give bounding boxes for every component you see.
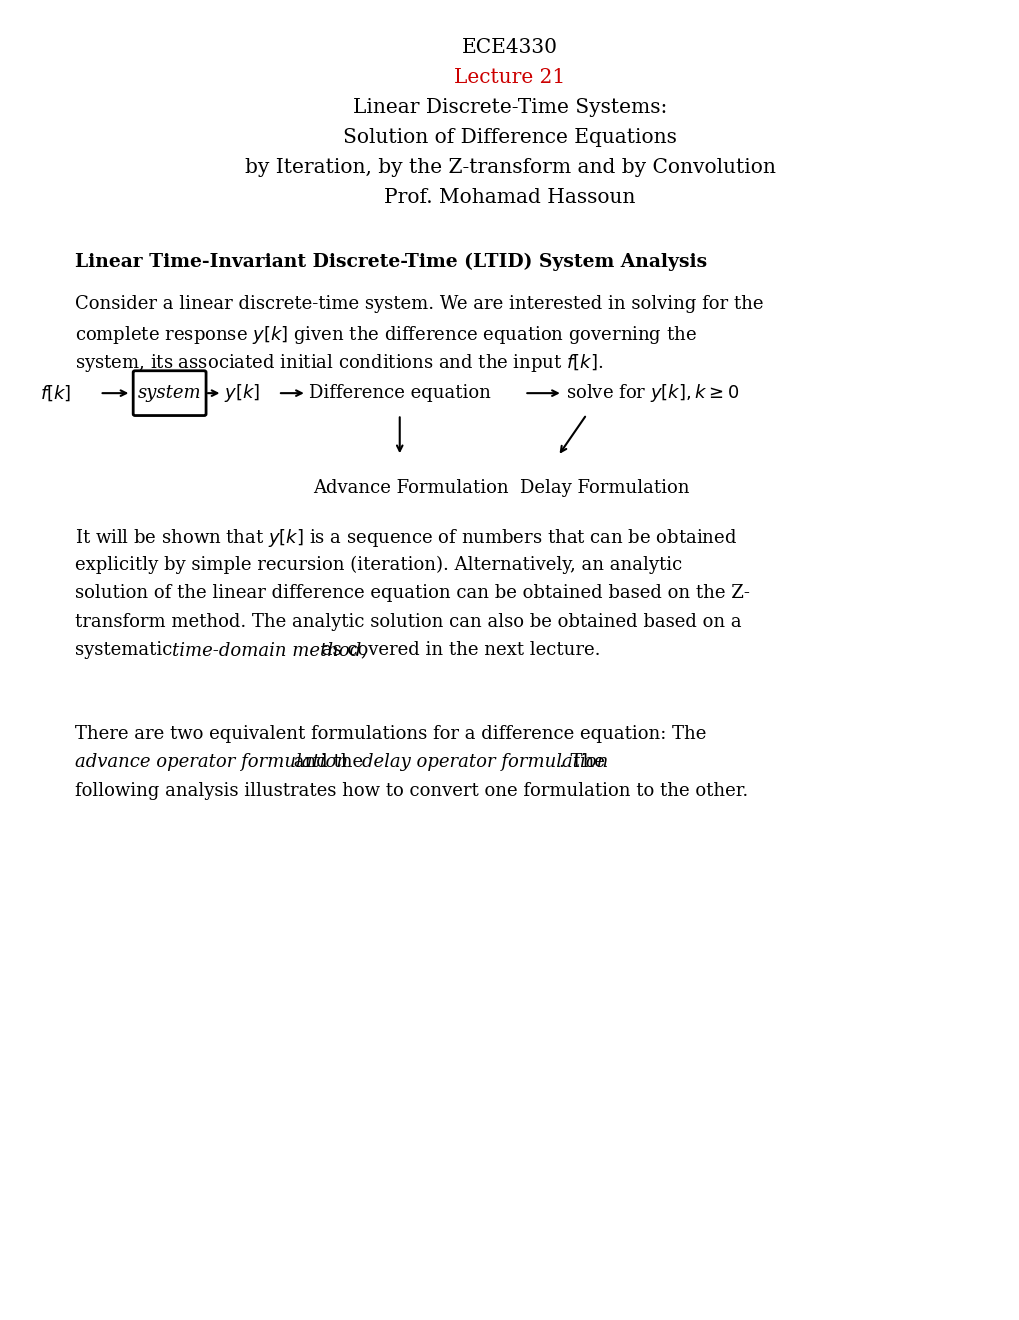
- Text: Linear Time-Invariant Discrete-Time (LTID) System Analysis: Linear Time-Invariant Discrete-Time (LTI…: [75, 253, 706, 271]
- Text: Delay Formulation: Delay Formulation: [519, 479, 689, 498]
- Text: system, its associated initial conditions and the input $f[k]$.: system, its associated initial condition…: [75, 352, 602, 374]
- FancyBboxPatch shape: [133, 371, 206, 416]
- Text: Difference equation: Difference equation: [309, 384, 490, 403]
- Text: following analysis illustrates how to convert one formulation to the other.: following analysis illustrates how to co…: [75, 781, 748, 800]
- Text: delay operator formulation: delay operator formulation: [362, 752, 607, 771]
- Text: system: system: [138, 384, 201, 403]
- Text: complete response $y[k]$ given the difference equation governing the: complete response $y[k]$ given the diffe…: [75, 323, 696, 346]
- Text: explicitly by simple recursion (iteration). Alternatively, an analytic: explicitly by simple recursion (iteratio…: [75, 556, 682, 574]
- Text: Lecture 21: Lecture 21: [453, 69, 566, 87]
- Text: solution of the linear difference equation can be obtained based on the Z-: solution of the linear difference equati…: [75, 583, 749, 602]
- Text: Linear Discrete-Time Systems:: Linear Discrete-Time Systems:: [353, 98, 666, 117]
- Text: Consider a linear discrete-time system. We are interested in solving for the: Consider a linear discrete-time system. …: [75, 294, 763, 313]
- Text: $y[k]$: $y[k]$: [224, 383, 260, 404]
- Text: There are two equivalent formulations for a difference equation: The: There are two equivalent formulations fo…: [75, 725, 706, 743]
- Text: as covered in the next lecture.: as covered in the next lecture.: [316, 642, 600, 659]
- Text: . The: . The: [558, 752, 604, 771]
- Text: advance operator formulation: advance operator formulation: [75, 752, 347, 771]
- Text: ECE4330: ECE4330: [462, 38, 557, 57]
- Text: Advance Formulation: Advance Formulation: [313, 479, 508, 498]
- Text: Prof. Mohamad Hassoun: Prof. Mohamad Hassoun: [384, 187, 635, 207]
- Text: time-domain method,: time-domain method,: [171, 642, 367, 659]
- Text: Solution of Difference Equations: Solution of Difference Equations: [342, 128, 677, 147]
- Text: systematic: systematic: [75, 642, 178, 659]
- Text: It will be shown that $y[k]$ is a sequence of numbers that can be obtained: It will be shown that $y[k]$ is a sequen…: [75, 527, 737, 549]
- Text: transform method. The analytic solution can also be obtained based on a: transform method. The analytic solution …: [75, 612, 741, 631]
- Text: $f[k]$: $f[k]$: [40, 383, 71, 403]
- Text: by Iteration, by the Z-transform and by Convolution: by Iteration, by the Z-transform and by …: [245, 158, 774, 177]
- Text: and the: and the: [287, 752, 368, 771]
- Text: solve for $y[k], k \geq 0$: solve for $y[k], k \geq 0$: [566, 383, 738, 404]
